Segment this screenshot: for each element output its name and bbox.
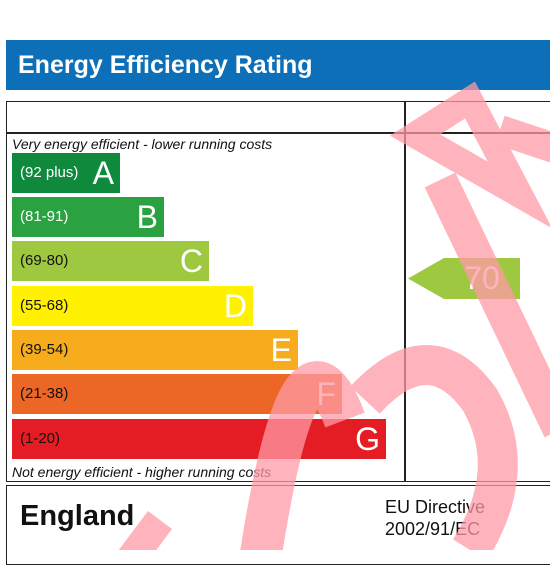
band-e-letter: E xyxy=(270,332,292,368)
band-e-range: (39-54) xyxy=(20,341,69,358)
header-bar: Energy Efficiency Rating xyxy=(6,40,550,90)
band-g-letter: G xyxy=(355,421,380,457)
directive-label: EU Directive 2002/91/EC xyxy=(385,496,485,540)
band-b: (81-91) B xyxy=(12,197,164,237)
directive-line-1: EU Directive xyxy=(385,497,486,517)
band-f-letter: F xyxy=(316,376,336,412)
band-b-range: (81-91) xyxy=(20,208,69,225)
band-a-letter: A xyxy=(92,155,114,191)
band-d: (55-68) D xyxy=(12,286,253,326)
column-divider xyxy=(404,101,406,482)
current-rating-value: 70 xyxy=(464,260,500,296)
directive-line-2: 2002/91/EC xyxy=(385,519,481,539)
header-row-divider xyxy=(6,132,550,134)
band-g-range: (1-20) xyxy=(20,430,61,447)
caption-inefficient: Not energy efficient - higher running co… xyxy=(12,464,272,480)
band-b-letter: B xyxy=(136,199,158,235)
band-c-letter: C xyxy=(179,243,203,279)
band-c-range: (69-80) xyxy=(20,252,69,269)
band-c: (69-80) C xyxy=(12,241,209,281)
band-d-range: (55-68) xyxy=(20,297,69,314)
current-rating-pointer: 70 xyxy=(408,258,520,299)
band-a-range: (92 plus) xyxy=(20,164,79,181)
caption-efficient: Very energy efficient - lower running co… xyxy=(12,136,273,152)
band-g: (1-20) G xyxy=(12,419,386,459)
band-a: (92 plus) A xyxy=(12,153,120,193)
country-label: England xyxy=(20,500,135,532)
band-f: (21-38) F xyxy=(12,374,342,414)
band-e: (39-54) E xyxy=(12,330,298,370)
band-d-letter: D xyxy=(223,288,247,324)
header-title: Energy Efficiency Rating xyxy=(18,51,313,79)
band-f-range: (21-38) xyxy=(20,385,69,402)
